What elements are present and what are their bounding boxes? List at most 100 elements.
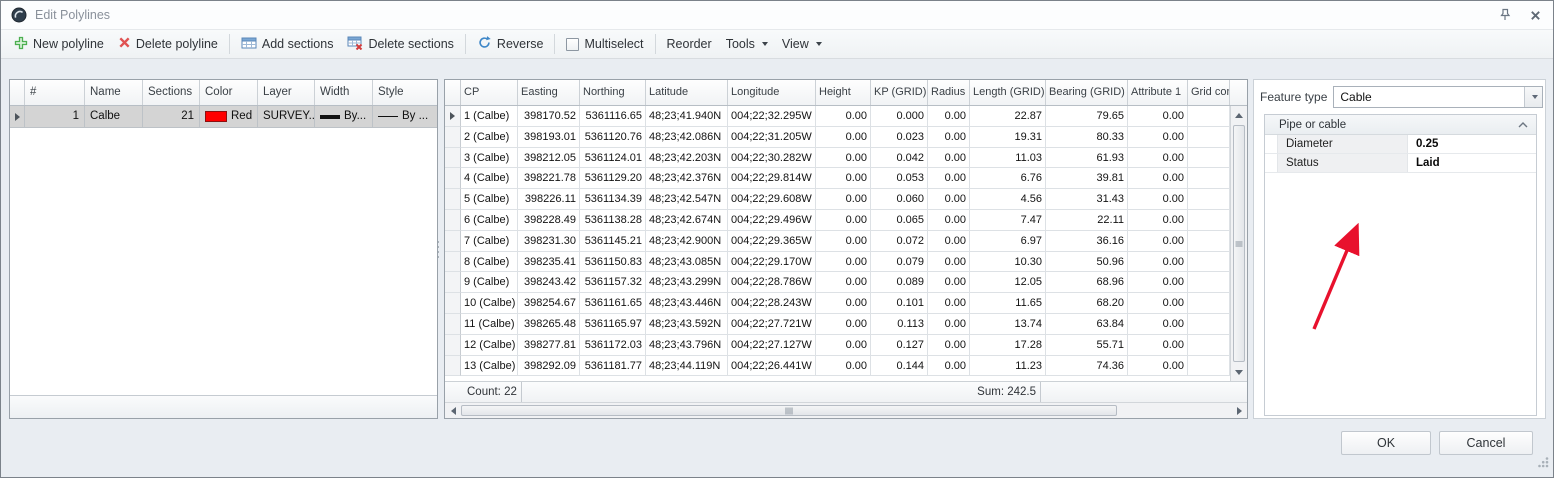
row-selector[interactable] <box>445 251 461 273</box>
cell[interactable]: 0.00 <box>816 272 871 294</box>
cell[interactable]: 48;23;44.119N <box>646 355 728 377</box>
cell[interactable]: 1 (Calbe) <box>461 106 518 127</box>
cell[interactable]: 68.20 <box>1046 293 1128 314</box>
row-selector[interactable] <box>445 272 461 294</box>
row-selector[interactable] <box>445 168 461 190</box>
points-table-row[interactable]: 13 (Calbe) 398292.09 5361181.77 48;23;44.11… <box>445 355 1230 377</box>
cell[interactable]: 0.00 <box>816 251 871 273</box>
points-table-row[interactable]: 10 (Calbe) 398254.67 5361161.65 48;23;43.44… <box>445 293 1230 314</box>
cell[interactable] <box>1188 230 1230 252</box>
cell[interactable]: 68.96 <box>1046 272 1128 294</box>
cell[interactable]: 0.065 <box>871 209 928 231</box>
cell[interactable]: 48;23;42.900N <box>646 230 728 252</box>
cell[interactable] <box>1188 147 1230 169</box>
column-header-width[interactable]: Width <box>315 80 373 105</box>
row-selector[interactable] <box>445 209 461 231</box>
cell[interactable]: 004;22;27.127W <box>728 334 816 356</box>
cell[interactable]: 5361150.83 <box>580 251 646 273</box>
cell[interactable]: 004;22;28.243W <box>728 293 816 314</box>
reorder-button[interactable]: Reorder <box>660 33 719 55</box>
points-table-row[interactable]: 12 (Calbe) 398277.81 5361172.03 48;23;43.79… <box>445 334 1230 356</box>
cell[interactable]: 11.03 <box>970 147 1046 169</box>
cell[interactable]: 004;22;29.365W <box>728 230 816 252</box>
cell[interactable]: 6.97 <box>970 230 1046 252</box>
cell[interactable]: 0.127 <box>871 334 928 356</box>
cell[interactable]: 22.11 <box>1046 209 1128 231</box>
cell[interactable]: 004;22;29.608W <box>728 189 816 210</box>
property-row-diameter[interactable]: Diameter 0.25 <box>1265 135 1536 154</box>
cell[interactable]: 0.00 <box>1128 272 1188 294</box>
cell[interactable]: 5361124.01 <box>580 147 646 169</box>
cell[interactable]: 398254.67 <box>518 293 580 314</box>
column-header-layer[interactable]: Layer <box>258 80 315 105</box>
cell[interactable] <box>1188 209 1230 231</box>
cell[interactable]: 398235.41 <box>518 251 580 273</box>
cell[interactable]: 004;22;31.205W <box>728 126 816 148</box>
column-header-easting[interactable]: Easting <box>518 80 580 105</box>
cell[interactable]: 0.072 <box>871 230 928 252</box>
resize-grip-icon[interactable] <box>1538 455 1549 473</box>
cell[interactable]: 0.00 <box>816 168 871 190</box>
row-selector[interactable] <box>445 147 461 169</box>
add-sections-button[interactable]: Add sections <box>234 32 341 57</box>
cell[interactable]: 61.93 <box>1046 147 1128 169</box>
column-header-attribute-1[interactable]: Attribute 1 <box>1128 80 1188 105</box>
cell[interactable]: 48;23;42.547N <box>646 189 728 210</box>
cell[interactable]: 5361120.76 <box>580 126 646 148</box>
cell[interactable]: 2 (Calbe) <box>461 126 518 148</box>
column-header-name[interactable]: Name <box>85 80 143 105</box>
horizontal-scrollbar[interactable] <box>445 402 1247 418</box>
column-header-length-grid-[interactable]: Length (GRID) <box>970 80 1046 105</box>
cell[interactable]: 0.00 <box>1128 106 1188 127</box>
cell[interactable]: 36.16 <box>1046 230 1128 252</box>
cell[interactable]: 0.00 <box>816 126 871 148</box>
cell[interactable]: 398221.78 <box>518 168 580 190</box>
cell-color[interactable]: Red <box>200 106 258 128</box>
cell[interactable]: 48;23;42.376N <box>646 168 728 190</box>
row-selector[interactable] <box>445 313 461 335</box>
row-selector[interactable] <box>445 106 461 127</box>
cell[interactable]: 0.00 <box>928 251 970 273</box>
column-header-northing[interactable]: Northing <box>580 80 646 105</box>
cell[interactable]: 6 (Calbe) <box>461 209 518 231</box>
panel-splitter[interactable] <box>435 79 441 419</box>
cell[interactable]: 0.00 <box>816 313 871 335</box>
scroll-left-arrow[interactable] <box>447 403 459 418</box>
cell[interactable]: 0.000 <box>871 106 928 127</box>
scroll-right-arrow[interactable] <box>1233 403 1245 418</box>
row-selector[interactable] <box>445 230 461 252</box>
close-icon[interactable] <box>1527 7 1543 23</box>
cell[interactable]: 0.00 <box>816 293 871 314</box>
cell[interactable] <box>1188 126 1230 148</box>
cell[interactable] <box>1188 313 1230 335</box>
cell[interactable]: 0.113 <box>871 313 928 335</box>
cell[interactable]: 0.00 <box>1128 189 1188 210</box>
view-menu[interactable]: View <box>775 33 829 55</box>
column-header-kp-grid-[interactable]: KP (GRID) <box>871 80 928 105</box>
cell[interactable]: 004;22;27.721W <box>728 313 816 335</box>
cell[interactable]: 48;23;43.796N <box>646 334 728 356</box>
cell[interactable]: 48;23;43.085N <box>646 251 728 273</box>
cell[interactable]: 5361116.65 <box>580 106 646 127</box>
cell[interactable] <box>1188 334 1230 356</box>
row-selector[interactable] <box>445 334 461 356</box>
cell[interactable]: 5361134.39 <box>580 189 646 210</box>
cell[interactable]: 0.00 <box>1128 209 1188 231</box>
cell[interactable]: 5361129.20 <box>580 168 646 190</box>
vertical-scrollbar-thumb[interactable] <box>1233 125 1245 362</box>
ok-button[interactable]: OK <box>1341 431 1431 455</box>
column-header-grid-conver[interactable]: Grid conver <box>1188 80 1230 105</box>
column-header-height[interactable]: Height <box>816 80 871 105</box>
feature-type-dropdown[interactable]: Cable <box>1333 86 1543 108</box>
cell[interactable]: 10 (Calbe) <box>461 293 518 314</box>
cell[interactable]: 39.81 <box>1046 168 1128 190</box>
cell[interactable]: 004;22;26.441W <box>728 355 816 377</box>
cell[interactable]: 5361145.21 <box>580 230 646 252</box>
cell[interactable]: 004;22;30.282W <box>728 147 816 169</box>
cell[interactable]: 0.00 <box>816 209 871 231</box>
cell[interactable]: 0.00 <box>928 189 970 210</box>
cell-sections[interactable]: 21 <box>143 106 200 128</box>
cell-style[interactable]: By ... <box>373 106 437 128</box>
cell[interactable]: 48;23;43.299N <box>646 272 728 294</box>
cell[interactable]: 004;22;29.170W <box>728 251 816 273</box>
